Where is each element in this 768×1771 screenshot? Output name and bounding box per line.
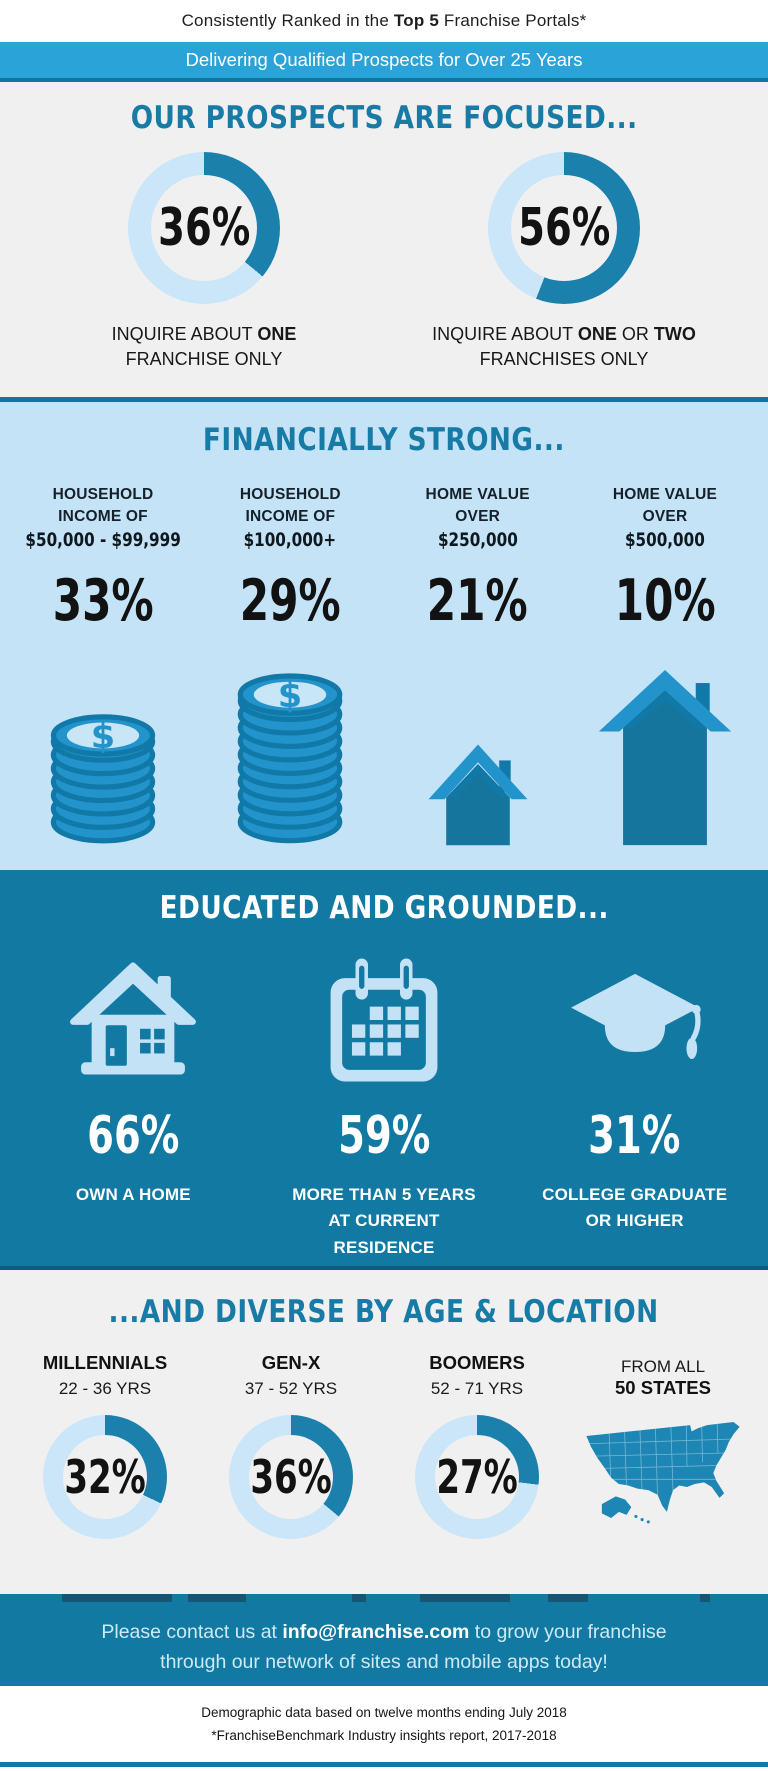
calendar-icon xyxy=(325,950,443,1090)
donut-caption: INQUIRE ABOUT ONE OR TWO FRANCHISES ONLY xyxy=(432,324,696,370)
donut-chart-36: 36% xyxy=(128,152,280,304)
us-map-icon xyxy=(574,1407,752,1552)
contact-email[interactable]: info@franchise.com xyxy=(282,1621,470,1643)
stat-boomers: BOOMERS 52 - 71 YRS 27% xyxy=(384,1352,570,1552)
stat-amount: $500,000 xyxy=(625,529,705,552)
footnote-line-1: Demographic data based on twelve months … xyxy=(201,1705,567,1720)
stat-label: MORE THAN 5 YEARS AT CURRENT RESIDENCE xyxy=(292,1185,476,1257)
contact-line-2: through our network of sites and mobile … xyxy=(160,1651,608,1674)
donut-chart-27: 27% xyxy=(415,1415,539,1539)
stat-percent: 31% xyxy=(588,1106,681,1166)
stat-label: OWN A HOME xyxy=(75,1185,191,1204)
stat-genx: GEN-X 37 - 52 YRS 36% xyxy=(198,1352,384,1552)
bottom-accent-bar xyxy=(0,1762,768,1767)
diverse-stats-row: MILLENNIALS 22 - 36 YRS 32% GEN-X 37 - 5… xyxy=(0,1352,768,1552)
stat-home-500k: HOME VALUE OVER $500,000 10% xyxy=(572,484,758,847)
donut-value: 56% xyxy=(517,198,611,258)
group-title: MILLENNIALS xyxy=(42,1352,168,1373)
donut-caption: INQUIRE ABOUT ONE FRANCHISE ONLY xyxy=(111,324,297,370)
section-heading: EDUCATED AND GROUNDED... xyxy=(159,890,609,926)
section-educated-grounded: EDUCATED AND GROUNDED... 66% xyxy=(0,870,768,1270)
stat-amount: $250,000 xyxy=(437,529,518,552)
ranking-headline: Consistently Ranked in the Top 5 Franchi… xyxy=(0,0,768,42)
tagline-text: Delivering Qualified Prospects for Over … xyxy=(185,49,583,70)
stat-home-250k: HOME VALUE OVER $250,000 21% xyxy=(385,484,571,847)
stat-50-states: FROM ALL 50 STATES xyxy=(570,1352,756,1552)
financial-stats-row: HOUSEHOLD INCOME OF $50,000 - $99,999 33… xyxy=(0,484,768,847)
stat-one-franchise: 36% INQUIRE ABOUT ONE FRANCHISE ONLY xyxy=(24,152,384,372)
footnote-line-2: *FranchiseBenchmark Industry insights re… xyxy=(211,1727,557,1743)
house-large-icon xyxy=(595,642,735,847)
donut-value: 36% xyxy=(250,1450,332,1504)
stat-label: HOME VALUE OVER xyxy=(425,486,530,525)
stat-label: HOUSEHOLD INCOME OF xyxy=(239,486,341,525)
ranking-text: Consistently Ranked in the Top 5 Franchi… xyxy=(182,11,587,31)
tagline-banner: Delivering Qualified Prospects for Over … xyxy=(0,42,768,82)
map-label-line1: FROM ALL xyxy=(620,1357,706,1376)
stat-amount: $100,000+ xyxy=(244,529,337,552)
section-prospects-focused: OUR PROSPECTS ARE FOCUSED... 36% INQUIRE… xyxy=(0,82,768,397)
donut-chart-56: 56% xyxy=(488,152,640,304)
stat-millennials: MILLENNIALS 22 - 36 YRS 32% xyxy=(12,1352,198,1552)
ranking-prefix: Consistently Ranked in the xyxy=(181,11,394,30)
stat-own-home: 66% OWN A HOME xyxy=(8,950,259,1261)
donut-value: 36% xyxy=(157,198,251,258)
group-range: 37 - 52 YRS xyxy=(244,1379,338,1398)
group-title: BOOMERS xyxy=(429,1352,525,1373)
ranking-top5: Top 5 xyxy=(393,11,439,30)
house-small-icon xyxy=(425,642,531,847)
stat-label: HOUSEHOLD INCOME OF xyxy=(52,486,154,525)
coin-stack-icon: $ xyxy=(45,642,161,847)
donut-chart-36b: 36% xyxy=(229,1415,353,1539)
stat-amount: $50,000 - $99,999 xyxy=(25,529,181,552)
svg-text:$: $ xyxy=(91,716,115,757)
stat-percent: 29% xyxy=(239,568,341,635)
stat-label: HOME VALUE OVER xyxy=(612,486,718,525)
stat-percent: 10% xyxy=(614,568,716,635)
section-heading: OUR PROSPECTS ARE FOCUSED... xyxy=(130,100,638,136)
coin-stack-tall-icon: $ xyxy=(232,642,348,847)
stat-percent: 21% xyxy=(427,568,529,635)
donut-value: 27% xyxy=(436,1450,518,1504)
footnotes: Demographic data based on twelve months … xyxy=(0,1686,768,1762)
stat-college: 31% COLLEGE GRADUATE OR HIGHER xyxy=(509,950,760,1261)
cropped-logo-row xyxy=(0,1594,768,1603)
section-diverse-age-location: ...AND DIVERSE BY AGE & LOCATION MILLENN… xyxy=(0,1270,768,1594)
educated-stats-row: 66% OWN A HOME xyxy=(0,950,768,1261)
donut-chart-32: 32% xyxy=(43,1415,167,1539)
map-label-line2: 50 STATES xyxy=(615,1377,711,1398)
stat-one-or-two-franchises: 56% INQUIRE ABOUT ONE OR TWO FRANCHISES … xyxy=(384,152,744,372)
stat-label: COLLEGE GRADUATE OR HIGHER xyxy=(542,1185,728,1231)
stat-percent: 59% xyxy=(337,1106,431,1166)
stat-income-50-99: HOUSEHOLD INCOME OF $50,000 - $99,999 33… xyxy=(10,484,196,847)
contact-line-1: Please contact us at info@franchise.com … xyxy=(101,1621,667,1643)
graduation-cap-icon xyxy=(564,950,706,1090)
stat-residence: 59% MORE THAN 5 YEARS AT CURRENT RESIDEN… xyxy=(259,950,510,1261)
home-icon xyxy=(67,950,199,1090)
stat-income-100k: HOUSEHOLD INCOME OF $100,000+ 29% xyxy=(197,484,383,847)
section-financially-strong: FINANCIALLY STRONG... HOUSEHOLD INCOME O… xyxy=(0,397,768,870)
stat-percent: 66% xyxy=(87,1106,180,1166)
svg-text:$: $ xyxy=(278,675,303,716)
group-range: 22 - 36 YRS xyxy=(58,1379,152,1398)
donut-value: 32% xyxy=(64,1450,146,1504)
section-heading: ...AND DIVERSE BY AGE & LOCATION xyxy=(108,1294,660,1330)
group-range: 52 - 71 YRS xyxy=(430,1379,524,1398)
contact-footer: Please contact us at info@franchise.com … xyxy=(0,1594,768,1686)
group-title: GEN-X xyxy=(261,1352,321,1373)
focused-donut-row: 36% INQUIRE ABOUT ONE FRANCHISE ONLY 56%… xyxy=(0,152,768,372)
stat-percent: 33% xyxy=(52,568,154,635)
ranking-suffix: Franchise Portals* xyxy=(439,11,587,30)
section-heading: FINANCIALLY STRONG... xyxy=(203,422,565,458)
